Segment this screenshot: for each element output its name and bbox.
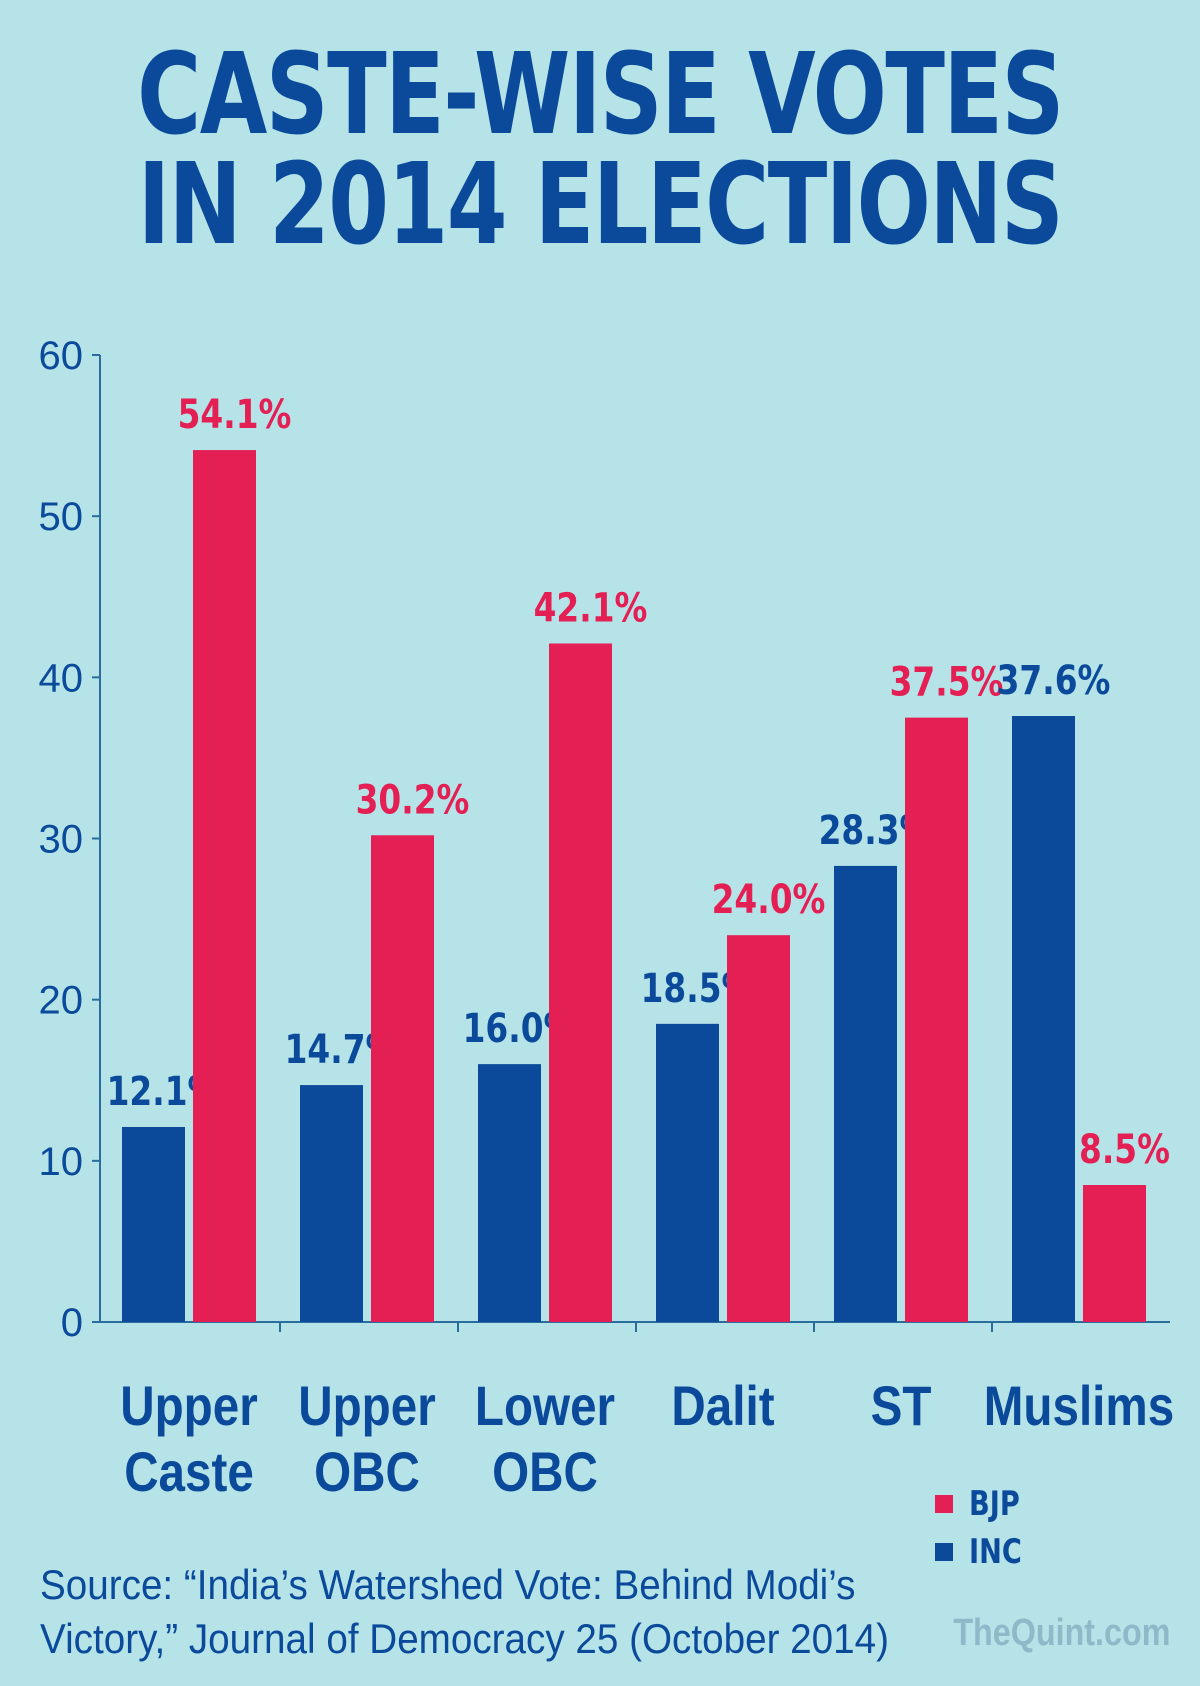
legend: BJP INC [935,1480,1035,1576]
legend-item-inc: INC [935,1528,1035,1576]
category-label-2-0: Lower [475,1375,615,1437]
bar-bjp-2 [549,643,612,1322]
category-label-0-0: Upper [120,1375,257,1437]
data-label-bjp-0: 54.1% [178,391,292,438]
bar-bjp-4 [905,717,968,1322]
category-label-2-1: OBC [492,1441,598,1500]
watermark: TheQuint.com [952,1612,1170,1654]
bar-bjp-0 [193,450,256,1322]
bar-bjp-3 [727,935,790,1322]
category-label-4-0: ST [871,1375,932,1437]
title-line-2: IN 2014 ELECTIONS [137,140,1064,270]
category-label-1-1: OBC [314,1441,420,1500]
y-tick-label-20: 20 [39,979,84,1023]
bar-inc-1 [300,1085,363,1322]
category-label-0-1: Caste [124,1441,254,1500]
bar-inc-5 [1012,716,1075,1322]
legend-swatch-inc [935,1543,953,1561]
bar-bjp-1 [371,835,434,1322]
data-label-inc-5: 37.6% [997,657,1111,704]
legend-swatch-bjp [935,1495,953,1513]
legend-label-bjp: BJP [969,1484,1020,1524]
data-label-bjp-1: 30.2% [356,776,470,823]
y-tick-label-0: 0 [61,1301,83,1345]
bar-chart: 010203040506012.1%54.1%UpperCaste14.7%30… [39,334,1175,1500]
data-label-bjp-2: 42.1% [534,584,648,631]
source-note: Source: “India’s Watershed Vote: Behind … [40,1561,890,1662]
category-label-1-0: Upper [298,1375,435,1437]
y-tick-label-60: 60 [39,334,84,378]
bar-inc-2 [478,1064,541,1322]
category-label-3-0: Dalit [671,1375,774,1437]
bar-bjp-5 [1083,1185,1146,1322]
bar-inc-4 [834,865,897,1322]
title-line-1: CASTE-WISE VOTES [137,30,1064,160]
legend-item-bjp: BJP [935,1480,1035,1528]
chart-title: CASTE-WISE VOTES IN 2014 ELECTIONS [132,30,1068,270]
bar-inc-0 [122,1126,185,1322]
category-label-5-0: Muslims [984,1375,1174,1437]
data-label-bjp-3: 24.0% [712,876,826,923]
y-tick-label-40: 40 [39,656,84,700]
y-tick-label-50: 50 [39,495,84,539]
data-label-bjp-4: 37.5% [890,658,1004,705]
y-tick-label-10: 10 [39,1140,84,1184]
bar-inc-3 [656,1023,719,1322]
y-tick-label-30: 30 [39,818,84,862]
data-label-bjp-5: 8.5% [1079,1126,1170,1173]
legend-label-inc: INC [969,1532,1022,1572]
